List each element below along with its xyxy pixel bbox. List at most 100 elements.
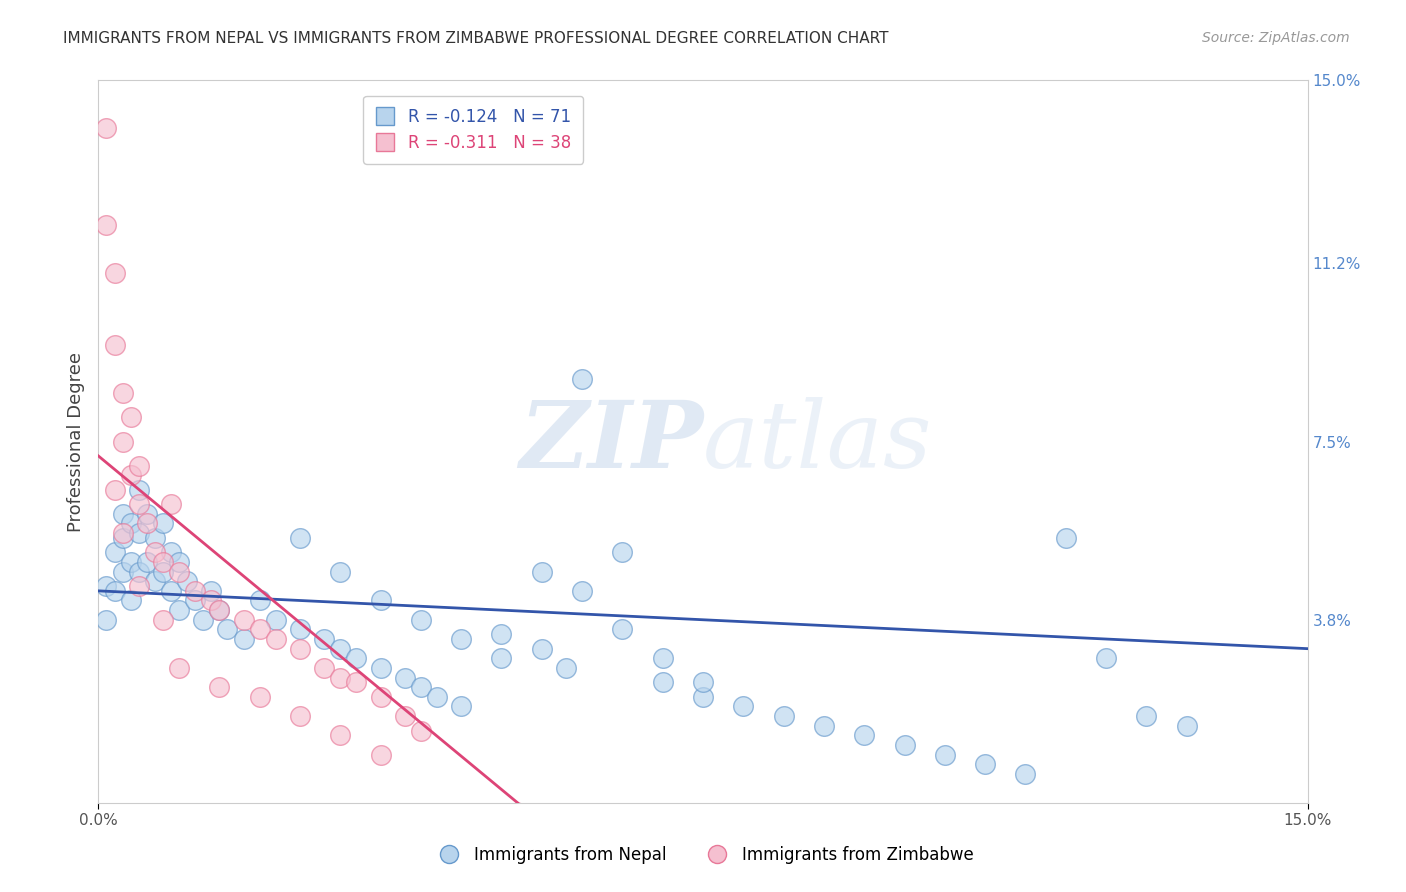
Point [409,723,432,738]
Point [394,671,416,685]
Point [103,583,125,598]
Point [167,555,190,569]
Point [128,458,150,473]
Point [128,579,150,593]
Point [111,531,134,545]
Point [96,218,118,232]
Point [530,565,553,579]
Point [103,338,125,352]
Point [111,565,134,579]
Point [120,516,142,531]
Point [571,372,593,386]
Point [160,583,183,598]
Point [135,555,157,569]
Point [120,468,142,483]
Point [314,632,336,646]
Point [111,526,134,541]
Text: ZIP: ZIP [519,397,703,486]
Point [184,583,207,598]
Point [103,545,125,559]
Point [143,574,166,589]
Point [264,613,287,627]
Point [1054,531,1077,545]
Point [103,266,125,280]
Point [370,690,392,704]
Point [370,593,392,607]
Point [143,531,166,545]
Point [692,690,714,704]
Legend: R = -0.124   N = 71, R = -0.311   N = 38: R = -0.124 N = 71, R = -0.311 N = 38 [363,95,583,163]
Point [612,623,634,637]
Point [450,632,472,646]
Point [128,565,150,579]
Point [288,709,311,723]
Point [288,623,311,637]
Point [370,661,392,675]
Point [96,613,118,627]
Point [160,545,183,559]
Point [651,675,673,690]
Point [288,641,311,656]
Point [1095,651,1118,665]
Text: atlas: atlas [703,397,932,486]
Point [394,709,416,723]
Point [344,651,367,665]
Point [1014,767,1036,781]
Point [329,565,352,579]
Point [143,545,166,559]
Text: Source: ZipAtlas.com: Source: ZipAtlas.com [1202,31,1350,45]
Point [167,661,190,675]
Point [974,757,997,772]
Y-axis label: Professional Degree: Professional Degree [66,351,84,532]
Point [135,516,157,531]
Point [103,483,125,497]
Point [853,728,876,742]
Point [612,545,634,559]
Point [111,507,134,521]
Point [370,747,392,762]
Point [329,728,352,742]
Point [491,651,513,665]
Point [128,497,150,511]
Point [314,661,336,675]
Point [450,699,472,714]
Point [176,574,198,589]
Point [120,593,142,607]
Point [491,627,513,641]
Point [329,641,352,656]
Point [193,613,215,627]
Point [426,690,449,704]
Point [200,593,222,607]
Point [120,555,142,569]
Point [167,603,190,617]
Point [152,555,174,569]
Point [135,507,157,521]
Point [1135,709,1157,723]
Legend: Immigrants from Nepal, Immigrants from Zimbabwe: Immigrants from Nepal, Immigrants from Z… [426,839,980,871]
Point [160,497,183,511]
Point [344,675,367,690]
Point [152,516,174,531]
Point [530,641,553,656]
Point [111,434,134,449]
Point [249,690,271,704]
Point [232,613,254,627]
Point [208,603,231,617]
Point [934,747,956,762]
Point [692,675,714,690]
Point [264,632,287,646]
Point [232,632,254,646]
Point [555,661,578,675]
Point [813,719,835,733]
Point [288,531,311,545]
Point [409,613,432,627]
Point [217,623,239,637]
Point [651,651,673,665]
Point [409,680,432,694]
Point [128,526,150,541]
Point [249,623,271,637]
Point [329,671,352,685]
Point [249,593,271,607]
Point [184,593,207,607]
Point [120,410,142,425]
